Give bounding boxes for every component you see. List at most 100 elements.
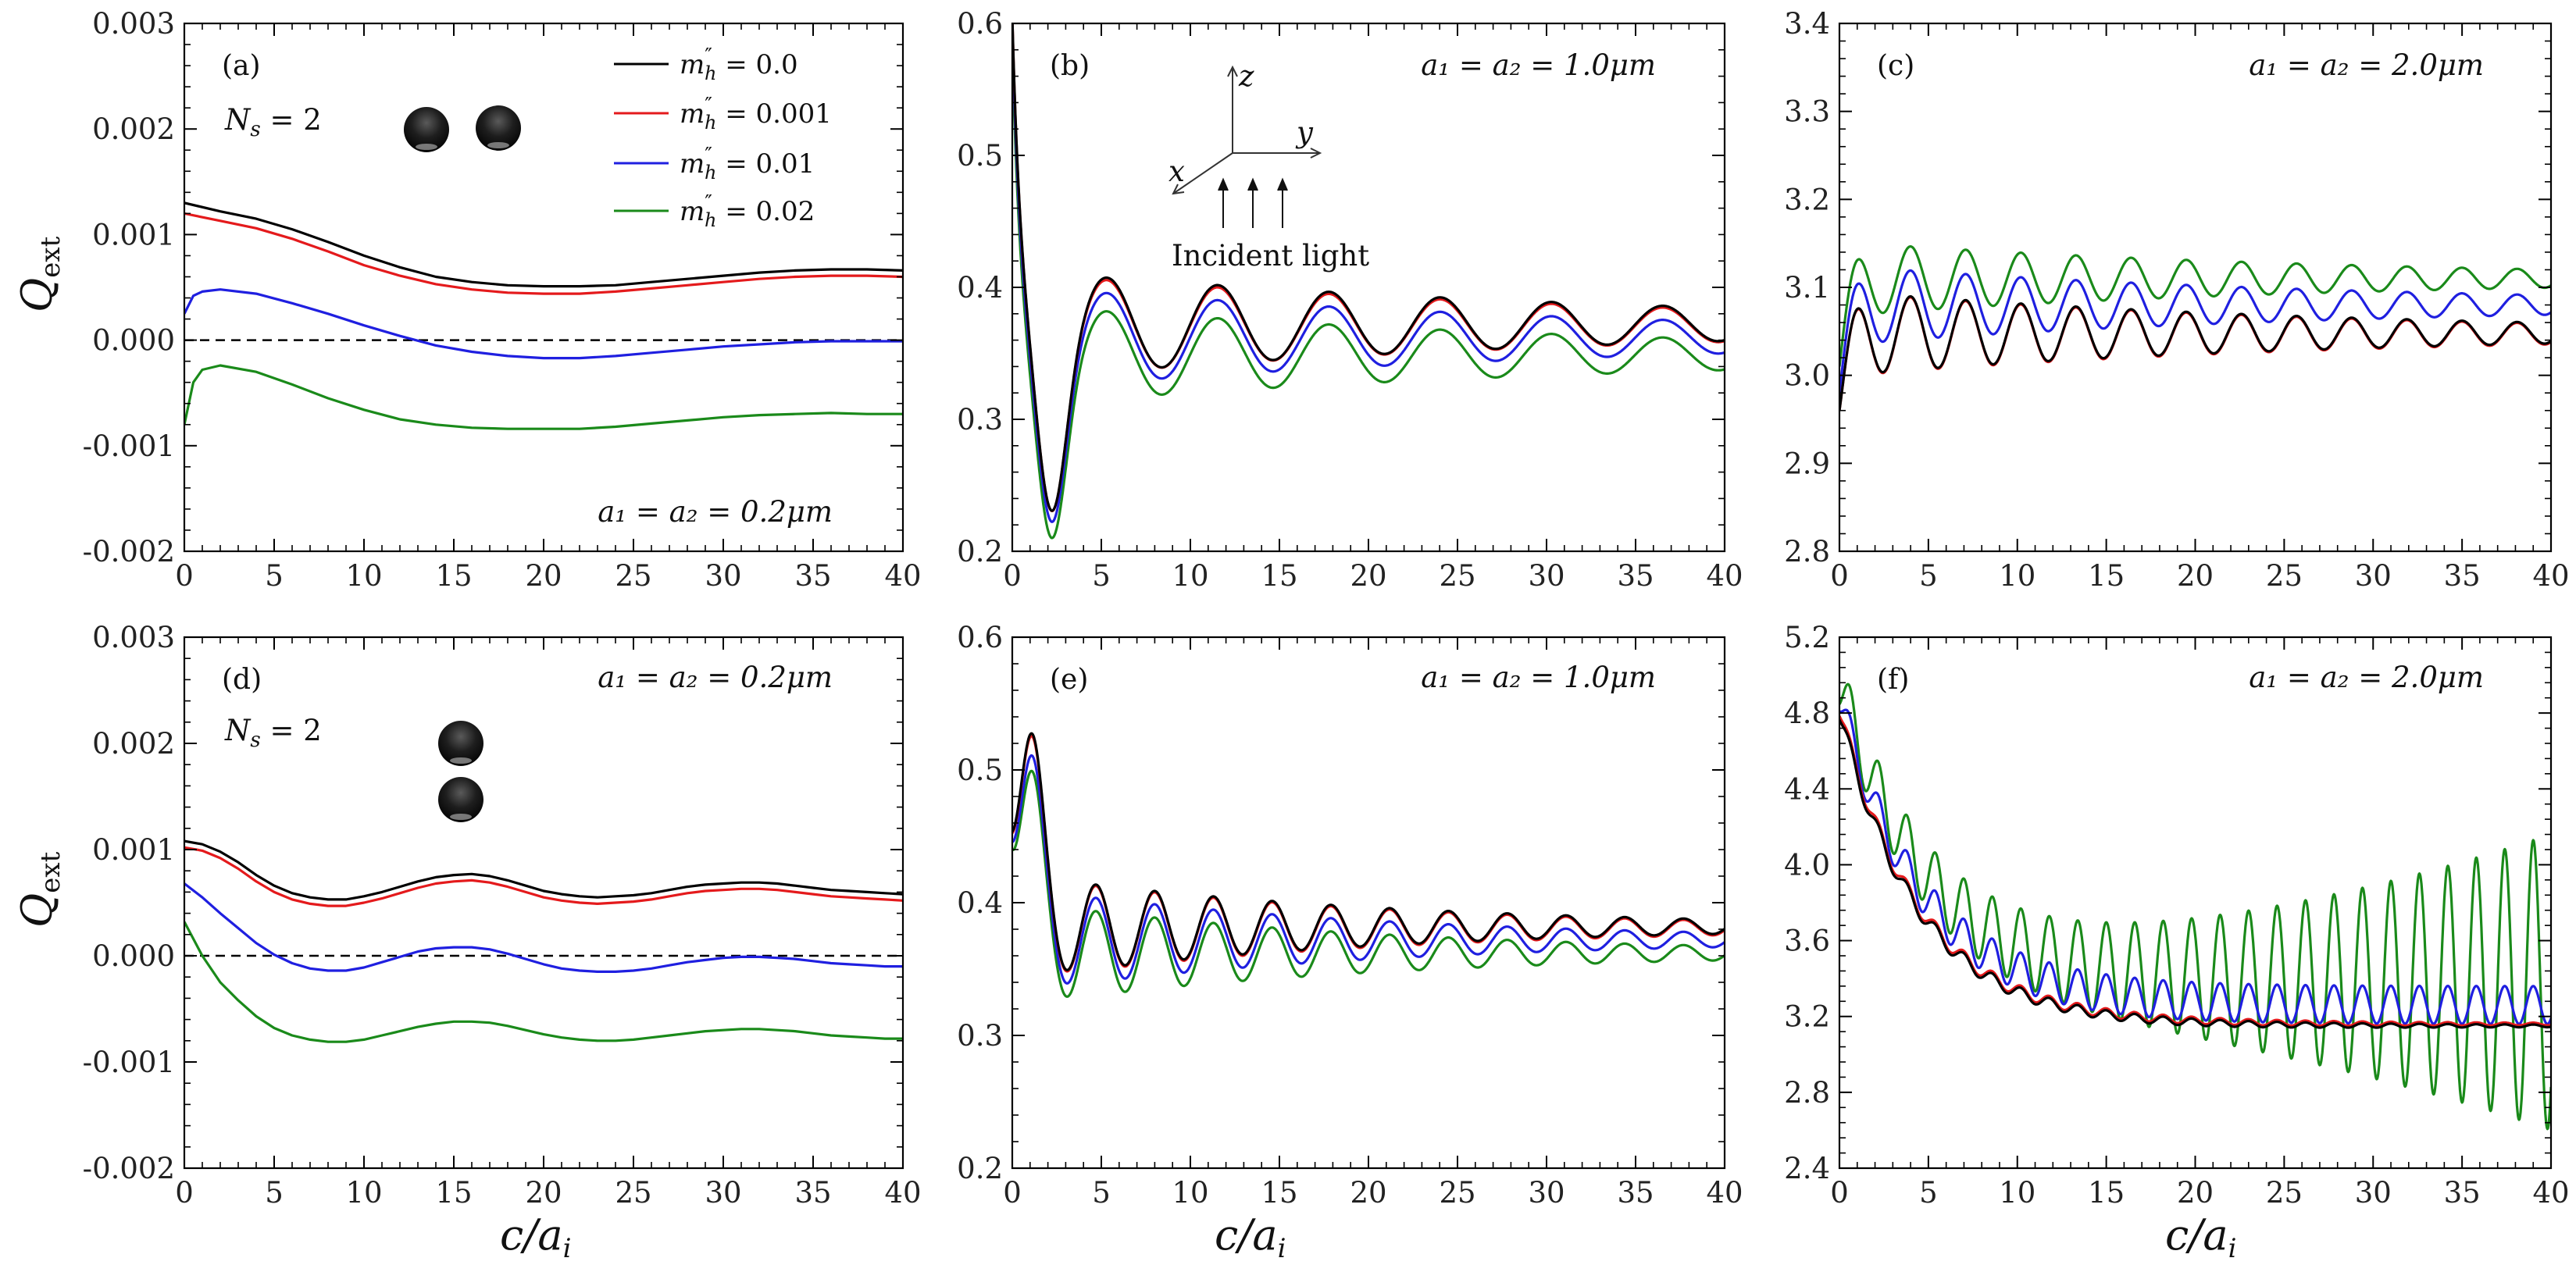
ytick-label-d-2: 0.000 bbox=[92, 939, 175, 973]
sphere-pair-vertical bbox=[438, 721, 483, 822]
series-line-e-1 bbox=[1012, 735, 1725, 973]
xtick-label-f-5: 25 bbox=[2266, 1176, 2303, 1210]
series-line-f-0 bbox=[1839, 719, 2551, 1029]
legend: m″ h = 0.0 m″ h = 0.001 m″ h = 0.01 m″ h = 0… bbox=[614, 45, 832, 231]
ytick-label-c-2: 3.0 bbox=[1784, 359, 1830, 393]
xtick-label-a-6: 30 bbox=[705, 559, 741, 593]
panel-label-a: (a) bbox=[222, 50, 261, 82]
ytick-label-b-0: 0.2 bbox=[957, 535, 1003, 568]
ytick-label-a-2: 0.000 bbox=[92, 324, 175, 358]
legend-label-1: m″ h = 0.001 bbox=[680, 94, 832, 134]
sphere-4-highlight bbox=[450, 814, 472, 820]
panel-label-f: (f) bbox=[1877, 664, 1909, 696]
inset-y-label: y bbox=[1295, 116, 1314, 149]
xtick-label-e-7: 35 bbox=[1617, 1176, 1654, 1210]
xtick-label-d-4: 20 bbox=[525, 1176, 562, 1210]
xtick-label-b-1: 5 bbox=[1092, 559, 1111, 593]
panel-d: 0 5 10 15 20 25 30 35 40 -0.002 -0.001 0.000 0.001 0.… bbox=[83, 621, 922, 1210]
xtick-label-c-3: 15 bbox=[2088, 559, 2125, 593]
xtick-label-e-3: 15 bbox=[1261, 1176, 1297, 1210]
plot-frame-c bbox=[1838, 22, 2553, 553]
ytick-label-e-2: 0.4 bbox=[957, 886, 1003, 920]
xtick-label-c-5: 25 bbox=[2266, 559, 2303, 593]
ytick-label-e-1: 0.3 bbox=[957, 1019, 1003, 1053]
inset-y-arrowhead bbox=[1310, 148, 1322, 159]
series-line-a-3 bbox=[184, 364, 903, 430]
series-line-e-2 bbox=[1012, 754, 1725, 985]
xtick-label-e-4: 20 bbox=[1350, 1176, 1386, 1210]
sphere-3-highlight bbox=[450, 757, 472, 764]
xtick-label-d-1: 5 bbox=[265, 1176, 284, 1210]
ytick-label-d-3: 0.001 bbox=[92, 833, 175, 867]
incident-arrowhead-1 bbox=[1218, 177, 1229, 191]
xtick-label-e-8: 40 bbox=[1706, 1176, 1743, 1210]
ns-label-d: Ns = 2 bbox=[224, 714, 322, 752]
xtick-label-c-8: 40 bbox=[2532, 559, 2569, 593]
ns-label-a: Ns = 2 bbox=[224, 103, 322, 141]
ytick-label-c-5: 3.3 bbox=[1784, 95, 1830, 129]
xlabel-d: c/ai bbox=[500, 1210, 572, 1264]
xtick-label-b-6: 30 bbox=[1528, 559, 1565, 593]
ytick-label-b-2: 0.4 bbox=[957, 271, 1003, 305]
xtick-label-a-8: 40 bbox=[884, 559, 921, 593]
ytick-label-c-1: 2.9 bbox=[1784, 447, 1830, 480]
ytick-label-a-5: 0.003 bbox=[92, 7, 175, 41]
xtick-label-a-2: 10 bbox=[345, 559, 382, 593]
inset-z-arrowhead bbox=[1227, 65, 1238, 77]
xtick-label-b-2: 10 bbox=[1172, 559, 1208, 593]
xtick-label-e-1: 5 bbox=[1092, 1176, 1111, 1210]
sphere-1 bbox=[404, 107, 449, 152]
xtick-label-a-5: 25 bbox=[615, 559, 651, 593]
inset-incident-label: Incident light bbox=[1172, 239, 1369, 273]
ytick-label-c-4: 3.2 bbox=[1784, 183, 1830, 216]
panel-b: 0 5 10 15 20 25 30 35 40 0.2 0.3 0.4 0.5 0.6 (b) a₁ = a… bbox=[957, 7, 1743, 593]
panel-label-c: (c) bbox=[1877, 50, 1914, 82]
ytick-label-d-5: 0.003 bbox=[92, 621, 175, 654]
ytick-label-a-3: 0.001 bbox=[92, 218, 175, 251]
series-line-a-2 bbox=[184, 288, 903, 360]
radius-annotation-f: a₁ = a₂ = 2.0μm bbox=[2249, 661, 2484, 694]
ytick-label-f-4: 4.0 bbox=[1784, 848, 1830, 882]
xtick-label-f-0: 0 bbox=[1830, 1176, 1849, 1210]
sphere-1-highlight bbox=[416, 144, 437, 150]
inset-x-axis bbox=[1172, 152, 1233, 194]
series-line-c-2 bbox=[1839, 269, 2551, 394]
radius-annotation-c: a₁ = a₂ = 2.0μm bbox=[2249, 48, 2484, 82]
xtick-label-a-3: 15 bbox=[435, 559, 472, 593]
ytick-label-a-4: 0.002 bbox=[92, 112, 175, 146]
ytick-label-d-0: -0.002 bbox=[83, 1152, 175, 1185]
series-line-c-0 bbox=[1839, 295, 2551, 411]
radius-annotation-e: a₁ = a₂ = 1.0μm bbox=[1421, 661, 1656, 694]
ytick-label-d-1: -0.001 bbox=[83, 1046, 175, 1079]
xlabel-f: c/ai bbox=[2165, 1210, 2237, 1264]
xtick-label-b-7: 35 bbox=[1617, 559, 1654, 593]
xtick-label-e-0: 0 bbox=[1003, 1176, 1022, 1210]
ytick-label-b-3: 0.5 bbox=[957, 139, 1003, 173]
series-line-a-0 bbox=[184, 201, 903, 288]
ytick-label-b-1: 0.3 bbox=[957, 403, 1003, 437]
series-line-e-3 bbox=[1012, 769, 1725, 998]
ytick-label-b-4: 0.6 bbox=[957, 7, 1003, 41]
ytick-label-f-1: 2.8 bbox=[1784, 1076, 1830, 1110]
legend-label-3: m″ h = 0.02 bbox=[680, 191, 815, 231]
xtick-label-f-3: 15 bbox=[2088, 1176, 2125, 1210]
series-line-b-2 bbox=[1012, 30, 1725, 523]
xtick-label-b-8: 40 bbox=[1706, 559, 1743, 593]
series-line-c-3 bbox=[1839, 245, 2551, 367]
ytick-label-e-4: 0.6 bbox=[957, 621, 1003, 654]
panel-label-e: (e) bbox=[1050, 664, 1088, 696]
ylabel-top: Qext bbox=[12, 236, 66, 312]
sphere-4 bbox=[438, 777, 483, 822]
legend-label-0: m″ h = 0.0 bbox=[680, 45, 798, 84]
xtick-label-f-4: 20 bbox=[2177, 1176, 2214, 1210]
xtick-label-c-6: 30 bbox=[2355, 559, 2392, 593]
xtick-label-a-1: 5 bbox=[265, 559, 284, 593]
radius-annotation-a: a₁ = a₂ = 0.2μm bbox=[598, 495, 833, 529]
ytick-label-c-0: 2.8 bbox=[1784, 535, 1830, 568]
panel-f: 0 5 10 15 20 25 30 35 40 2.4 2.8 3.2 3.6 4.0 4.4 4.8 5.2… bbox=[1784, 621, 2569, 1210]
xtick-label-f-6: 30 bbox=[2355, 1176, 2392, 1210]
xtick-label-e-6: 30 bbox=[1528, 1176, 1565, 1210]
series-line-b-3 bbox=[1012, 47, 1725, 540]
xtick-label-e-2: 10 bbox=[1172, 1176, 1208, 1210]
